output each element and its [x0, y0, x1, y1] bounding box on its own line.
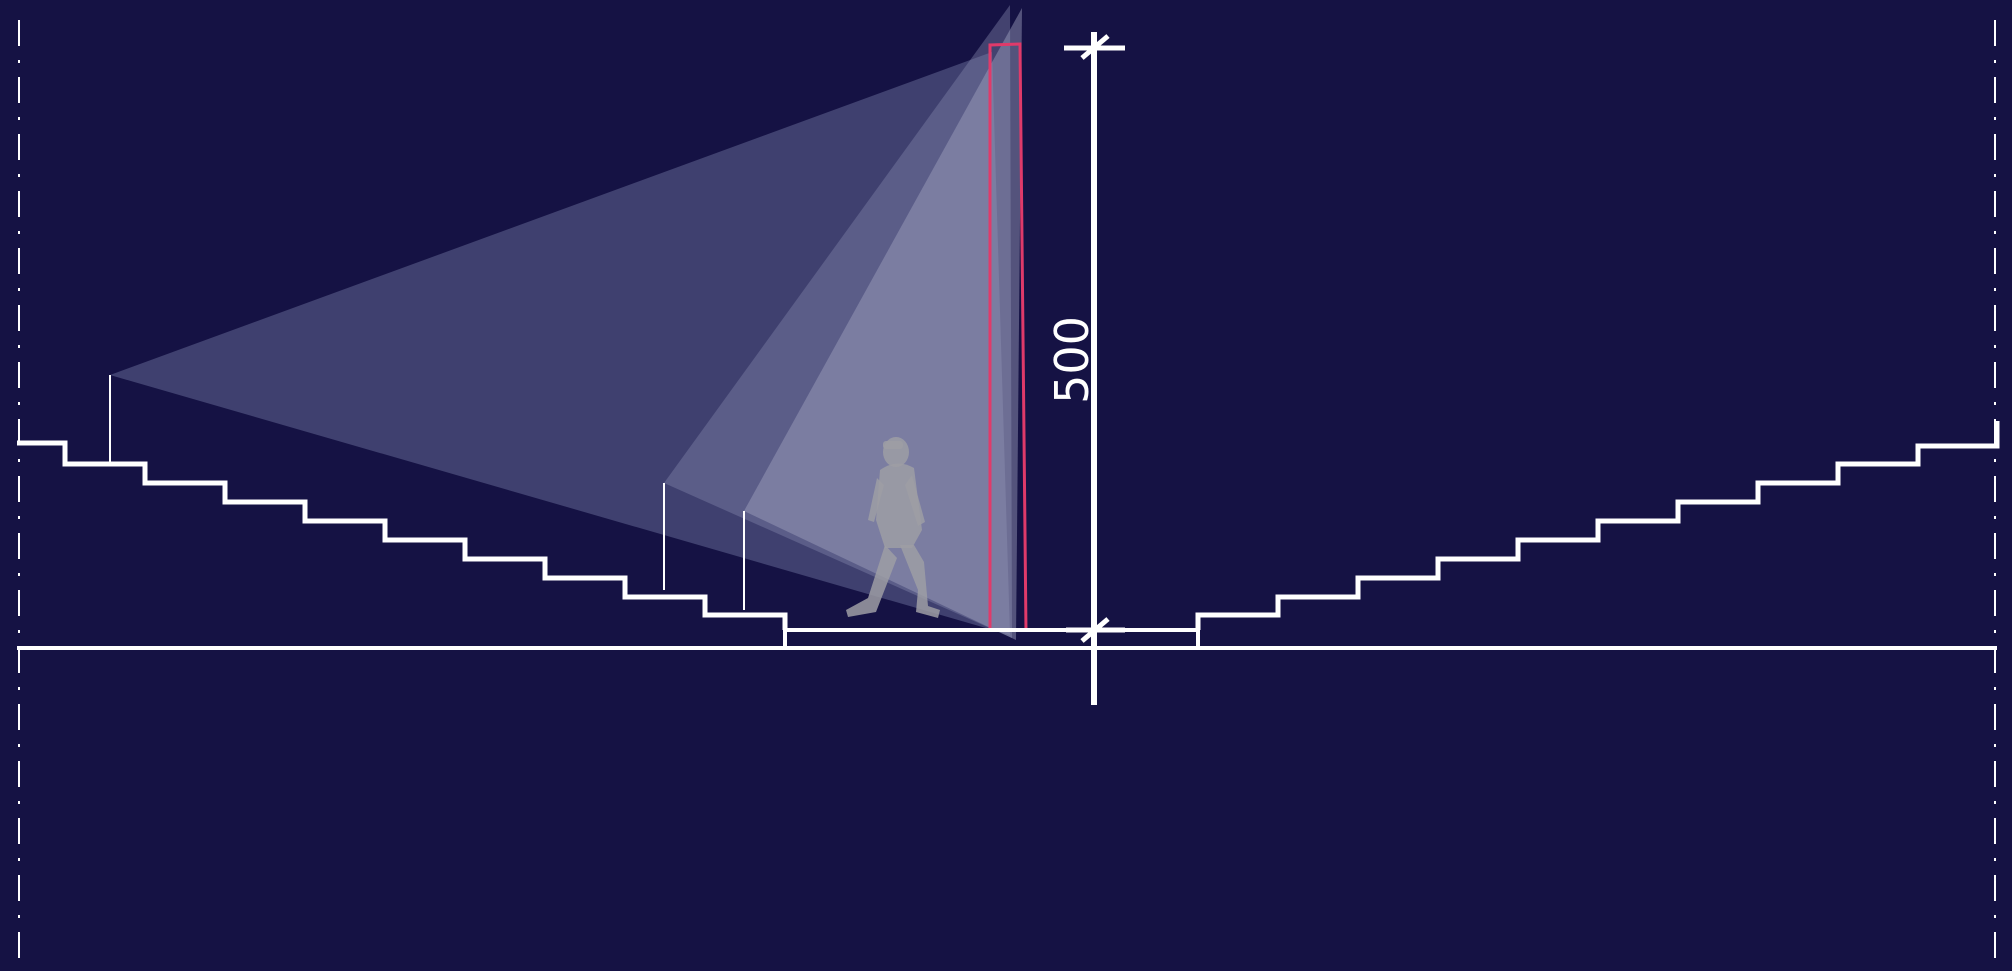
- center-platform: [783, 628, 1200, 648]
- height-dimension: 500: [1045, 32, 1125, 705]
- right-tiered-seating: [1195, 421, 2000, 630]
- dimension-bottom-tick: [1080, 617, 1110, 643]
- beam-middle-projector: [664, 5, 1012, 638]
- dimension-value: 500: [1045, 316, 1099, 404]
- projection-beams: [110, 5, 1022, 640]
- display-screen-outline: [988, 42, 1028, 633]
- beam-lower-projector: [744, 8, 1022, 640]
- beam-upper-projector: [110, 52, 1010, 635]
- dimension-top-tick: [1080, 34, 1110, 60]
- person-silhouette: [846, 437, 940, 618]
- left-tiered-seating: [17, 440, 788, 630]
